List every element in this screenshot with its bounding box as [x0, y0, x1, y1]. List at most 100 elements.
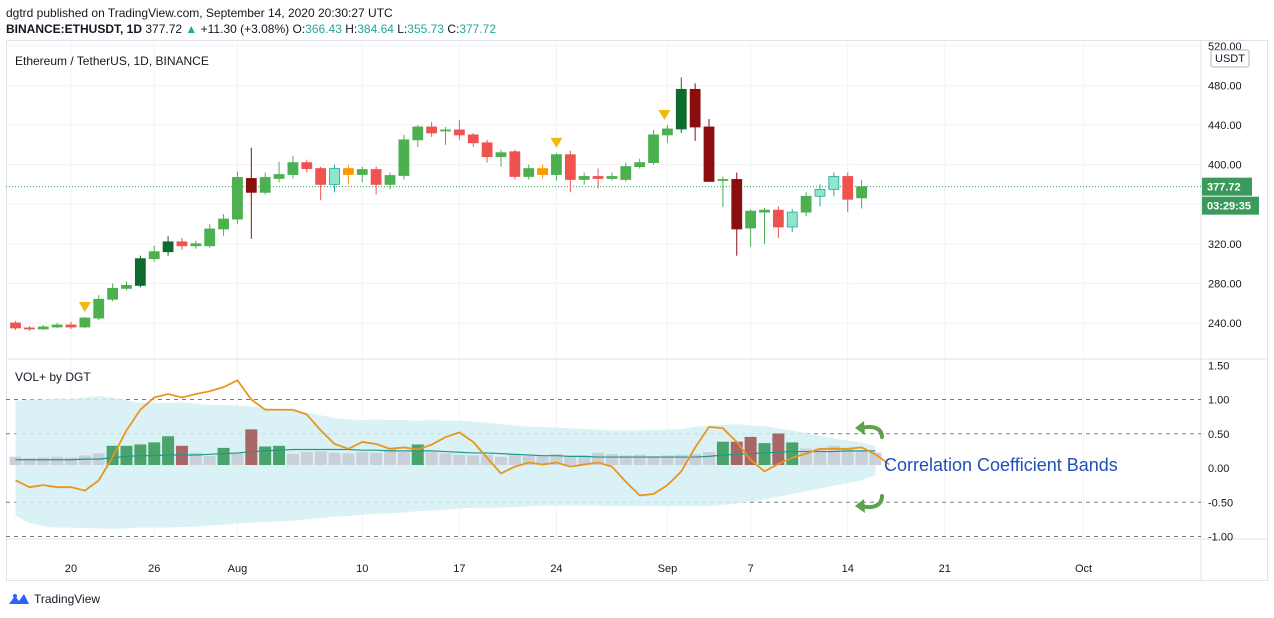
high-label: H: — [345, 22, 358, 36]
low-value: 355.73 — [407, 22, 444, 36]
candle-body — [467, 134, 479, 144]
time-tick-label: 14 — [842, 563, 854, 575]
volume-bars-layer — [9, 429, 882, 465]
volume-bar — [772, 433, 785, 465]
volume-bar — [23, 458, 36, 465]
candle-body — [578, 176, 590, 180]
time-tick-label: 26 — [148, 563, 160, 575]
volume-bar — [342, 453, 355, 465]
candle-body — [65, 324, 77, 328]
candle-body — [440, 129, 451, 132]
time-tick-label: 24 — [550, 563, 562, 575]
volume-bar — [716, 441, 729, 465]
candle-body — [232, 177, 243, 220]
indicator-tick-label: -0.50 — [1208, 497, 1233, 509]
candle-body — [745, 210, 757, 229]
candle-body — [412, 126, 424, 141]
volume-bar — [453, 454, 466, 465]
annotation-arrows-layer — [855, 421, 884, 513]
arrow-down-icon — [855, 494, 884, 513]
candle-body — [107, 287, 119, 300]
indicator-tick-label: -1.00 — [1208, 532, 1233, 544]
volume-bar — [51, 456, 64, 465]
candle-body — [856, 186, 867, 199]
candle-body — [634, 162, 646, 167]
volume-pane-title: VOL+ by DGT — [15, 370, 91, 384]
candle-body — [384, 175, 396, 185]
volume-bar — [689, 454, 702, 465]
candle-body — [453, 129, 465, 136]
symbol-quote-line: BINANCE:ETHUSDT, 1D 377.72 ▲ +11.30 (+3.… — [6, 22, 496, 36]
volume-bar — [259, 446, 272, 465]
volume-bar — [273, 445, 286, 465]
axes-layer: 240.00280.00320.00360.00400.00440.00480.… — [65, 41, 1242, 575]
indicator-tick-label: 0.50 — [1208, 429, 1229, 441]
signal-marker-icon — [550, 137, 563, 148]
last-price-tag — [1202, 177, 1252, 196]
candle-body — [772, 209, 784, 228]
currency-label: USDT — [1215, 53, 1245, 65]
candle-body — [551, 154, 562, 175]
volume-bar — [675, 454, 688, 465]
volume-bar — [647, 456, 660, 465]
candle-body — [495, 152, 507, 158]
candle-body — [37, 326, 49, 330]
footer[interactable]: TradingView — [8, 592, 100, 606]
publisher-line: dgtrd published on TradingView.com, Sept… — [6, 6, 393, 20]
candle-body — [356, 169, 368, 175]
candle-body — [523, 168, 535, 177]
symbol-label: BINANCE:ETHUSDT, 1D — [6, 22, 143, 36]
candle-body — [800, 195, 812, 213]
volume-bar — [744, 436, 757, 465]
signal-marker-icon — [78, 302, 91, 313]
candle-body — [23, 327, 35, 330]
candle-body — [509, 151, 521, 177]
volume-bar — [592, 452, 605, 465]
candle-body — [148, 251, 160, 260]
volume-bar — [384, 449, 397, 465]
volume-bar — [370, 452, 383, 465]
candle-body — [176, 241, 188, 247]
volume-bar — [300, 451, 313, 465]
candle-body — [398, 139, 410, 176]
volume-bar — [481, 454, 494, 465]
candle-body — [648, 134, 659, 164]
volume-bar — [9, 456, 22, 465]
candle-body — [79, 317, 91, 328]
candle-body — [10, 322, 21, 329]
volume-bar — [328, 452, 341, 465]
candle-body — [287, 162, 299, 175]
volume-bar — [536, 455, 549, 465]
candle-body — [301, 162, 313, 169]
volume-bar — [564, 456, 577, 465]
tradingview-logo-icon — [9, 594, 29, 604]
volume-bar — [203, 456, 216, 465]
candle-body — [273, 174, 285, 179]
candle-body — [606, 176, 618, 179]
price-tick-label: 400.00 — [1208, 160, 1242, 172]
volume-bar — [134, 444, 147, 465]
time-tick-label: 17 — [453, 563, 465, 575]
volume-bar — [619, 455, 632, 465]
volume-bar — [65, 457, 77, 465]
volume-bar — [605, 454, 618, 465]
correlation-bands-annotation: Correlation Coefficient Bands — [884, 455, 1118, 475]
indicator-tick-label: 1.00 — [1208, 395, 1229, 407]
volume-bar — [758, 443, 771, 465]
candle-body — [689, 88, 701, 128]
volume-bar — [550, 454, 563, 465]
volume-bar — [397, 451, 410, 465]
volume-bar — [855, 451, 868, 465]
candle-body — [121, 284, 132, 289]
candle-body — [315, 168, 327, 185]
candle-body — [620, 166, 632, 180]
volume-bar — [786, 442, 799, 465]
time-tick-label: Sep — [658, 563, 678, 575]
close-label: C: — [447, 22, 460, 36]
chart-canvas[interactable]: 240.00280.00320.00360.00400.00440.00480.… — [6, 40, 1268, 581]
time-tick-label: 7 — [748, 563, 754, 575]
candle-body — [662, 128, 673, 136]
time-tick-label: 20 — [65, 563, 77, 575]
candle-body — [703, 126, 715, 182]
high-value: 384.64 — [357, 22, 394, 36]
